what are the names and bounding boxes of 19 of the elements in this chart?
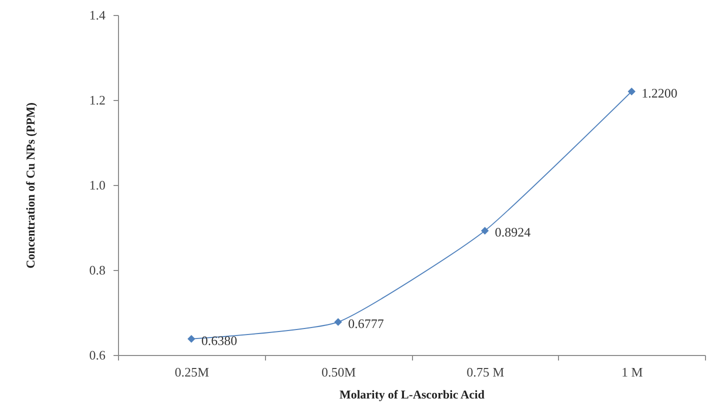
y-tick-label: 0.6 <box>89 348 106 362</box>
y-tick-label: 1.2 <box>89 92 106 108</box>
data-label: 0.8924 <box>494 224 532 240</box>
x-tick-label: 1 M <box>621 364 644 380</box>
y-axis-title: Concentration of Cu NPs (PPM) <box>23 102 38 268</box>
y-tick-label: 1.4 <box>89 8 106 22</box>
point <box>334 318 342 326</box>
point <box>188 334 196 343</box>
data-label: 0.6380 <box>201 332 238 348</box>
point <box>481 226 489 235</box>
x-tick-label: 0.25M <box>174 364 210 380</box>
x-tick-label: 0.50M <box>321 364 356 380</box>
x-axis-title: Molarity of L-Ascorbic Acid <box>340 388 485 402</box>
data-label: 0.6777 <box>348 316 384 331</box>
y-tick-label: 0.8 <box>89 262 106 278</box>
data-label: 1.2200 <box>642 86 678 100</box>
x-tick-label: 0.75 M <box>466 364 505 380</box>
point <box>628 88 636 96</box>
y-tick-label: 1.0 <box>89 178 106 192</box>
